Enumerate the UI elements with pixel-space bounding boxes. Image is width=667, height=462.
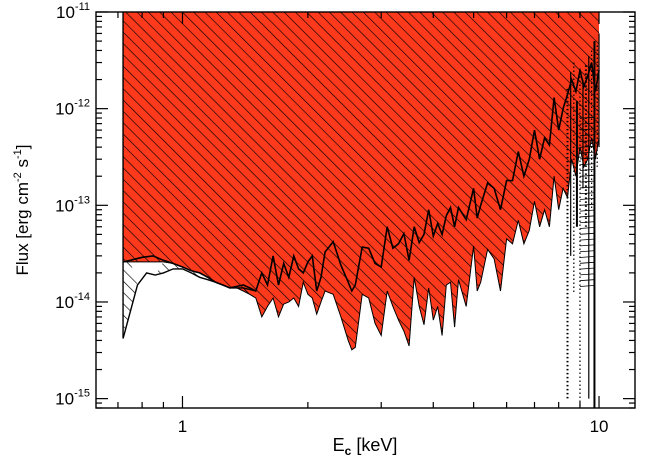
y-tick-label: 10-14 (55, 291, 90, 312)
x-tick-label: 1 (178, 417, 187, 436)
spike-hatch-8 (579, 163, 594, 166)
spike-hatch-11 (579, 180, 594, 183)
high-energy-spikes (566, 33, 600, 408)
spike-hatch-6 (579, 151, 594, 154)
spike-hatch-19 (579, 227, 594, 229)
spike-hatch-17 (579, 215, 594, 218)
plot-area (122, 12, 600, 408)
spike-hatch-13 (579, 192, 594, 195)
spike-hatch-25 (579, 261, 594, 264)
y-tick-label: 10-15 (55, 388, 90, 409)
black-lower-boundary (122, 268, 256, 339)
spike-hatch-20 (579, 232, 594, 235)
spike-hatch-26 (579, 267, 594, 270)
red-hatch-overlay (123, 12, 599, 350)
spike-hatch-15 (579, 203, 594, 206)
spike-hatch-18 (579, 221, 594, 224)
y-tick-label: 10-12 (55, 98, 90, 119)
spike-hatch-4 (579, 140, 594, 142)
spike-hatch-29 (579, 285, 594, 287)
spike-hatch-10 (579, 174, 594, 177)
red-upper-boundary (122, 62, 600, 293)
spike-hatch-9 (579, 169, 594, 171)
spike-hatch-14 (579, 198, 594, 200)
spike-hatch-5 (579, 145, 594, 148)
y-tick-label: 10-11 (56, 1, 90, 22)
x-axis-label: Ec [keV] (333, 435, 398, 458)
spike-hatch-7 (579, 157, 594, 160)
spike-hatch-3 (579, 134, 594, 137)
spike-hatch-22 (579, 244, 594, 247)
spike-hatch-23 (579, 250, 594, 253)
y-axis-ticks: 10-15 10-14 10-13 10-12 10-11 (55, 1, 635, 409)
spike-hatch-21 (579, 238, 594, 241)
x-tick-label: 10 (590, 417, 609, 436)
y-axis-label: Flux [erg cm-2 s-1] (12, 144, 32, 275)
spike-hatch-2 (579, 128, 594, 131)
y-tick-label: 10-13 (55, 194, 90, 215)
spike-hatch-28 (579, 279, 594, 282)
spike-hatch-1 (579, 122, 594, 125)
spike-hatch-24 (579, 256, 594, 258)
spike-hatch-0 (579, 116, 594, 119)
spike-hatch-12 (579, 186, 594, 189)
spike-hatch-16 (579, 209, 594, 212)
spike-hatch-27 (579, 273, 594, 276)
x-axis-ticks: 1 10 (117, 12, 609, 436)
